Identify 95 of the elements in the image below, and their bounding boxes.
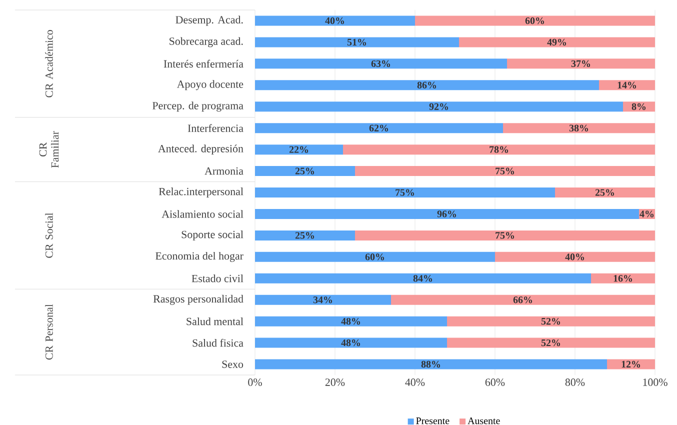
bar xyxy=(343,144,656,155)
data-label: 34% xyxy=(313,296,332,304)
x-tick-label: 40% xyxy=(405,378,425,386)
bar xyxy=(415,16,656,26)
data-label: 40% xyxy=(325,17,344,24)
x-tick-label: 100% xyxy=(643,378,668,386)
y-tick-label: Soporte social xyxy=(182,230,244,240)
legend-label: Presente xyxy=(416,418,450,424)
bar xyxy=(447,338,656,348)
y-tick-label: Sobrecarga acad. xyxy=(170,37,243,48)
bar xyxy=(459,37,656,48)
data-label: 40% xyxy=(565,254,584,260)
data-label: 78% xyxy=(490,146,508,153)
data-label: 88% xyxy=(421,360,440,368)
data-label: 38% xyxy=(569,124,588,132)
bar xyxy=(599,80,656,90)
y-tick-label: Interés enfermería xyxy=(164,60,244,68)
data-label: 48% xyxy=(341,339,360,346)
x-tick-label: 20% xyxy=(325,378,345,386)
bar xyxy=(355,230,656,240)
bar xyxy=(255,80,600,90)
bar xyxy=(591,273,656,284)
data-label: 16% xyxy=(614,275,632,282)
data-label: 25% xyxy=(295,168,314,174)
data-label: 12% xyxy=(622,360,640,368)
bar xyxy=(255,316,448,326)
y-tick-label: Interferencia xyxy=(188,124,244,132)
y-tick-label: Salud fisica xyxy=(192,338,244,347)
bar xyxy=(391,294,656,305)
y-tick-label: Anteced. depresión xyxy=(158,144,244,155)
bar xyxy=(255,252,496,262)
text: CR Académico xyxy=(45,30,53,98)
text: CR Personal xyxy=(45,304,53,360)
bar xyxy=(447,316,656,326)
bar xyxy=(255,208,640,219)
text: CR Social xyxy=(45,212,53,258)
data-label: 92% xyxy=(429,103,448,110)
data-label: 63% xyxy=(371,60,390,68)
data-label: 25% xyxy=(295,232,314,239)
y-tick-label: Economia del hogar xyxy=(156,252,244,262)
y-tick-label: Estado civil xyxy=(192,274,244,282)
y-tick-label: Armonia xyxy=(204,167,244,175)
data-label: 84% xyxy=(413,275,432,282)
bar xyxy=(607,359,656,370)
x-tick-label: 0% xyxy=(248,378,262,386)
data-label: 60% xyxy=(365,254,384,260)
data-label: 8% xyxy=(632,103,646,110)
bar xyxy=(255,58,508,69)
x-tick-label: 60% xyxy=(485,378,505,386)
bar xyxy=(255,16,416,26)
y-tick-label: Rasgos personalidad xyxy=(153,294,244,305)
y-tick-label: Sexo xyxy=(222,360,244,368)
bar xyxy=(255,123,504,134)
data-label: 66% xyxy=(513,296,532,304)
y-tick-label: Desemp. Acad. xyxy=(176,16,243,26)
data-label: 49% xyxy=(547,38,566,46)
y-tick-label: Salud mental xyxy=(186,317,244,326)
bar xyxy=(255,37,460,48)
x-tick-label: 80% xyxy=(565,378,585,386)
y-tick-label: Relac.interpersonal xyxy=(158,188,244,198)
data-label: 75% xyxy=(496,232,514,239)
data-label: 48% xyxy=(341,318,360,325)
bar xyxy=(555,188,656,198)
legend-label: Ausente xyxy=(468,418,500,424)
bar xyxy=(495,252,656,262)
y-tick-label: Apoyo docente xyxy=(176,80,244,90)
data-label: 37% xyxy=(571,60,590,68)
data-label: 60% xyxy=(525,17,544,24)
y-tick-label: Percep. de programa xyxy=(152,102,244,112)
data-label: 75% xyxy=(396,189,414,196)
data-label: 52% xyxy=(541,318,560,325)
data-label: 25% xyxy=(595,189,614,196)
bar xyxy=(507,58,656,69)
bar xyxy=(255,230,355,240)
bar xyxy=(255,273,592,284)
data-label: 86% xyxy=(417,82,436,89)
bar xyxy=(255,294,391,305)
bar xyxy=(255,359,608,370)
data-label: 14% xyxy=(618,82,636,89)
data-label: 62% xyxy=(369,124,388,132)
bar xyxy=(355,166,656,176)
data-label: 22% xyxy=(289,146,308,153)
bar xyxy=(255,144,343,155)
data-label: 4% xyxy=(640,210,654,218)
data-label: 96% xyxy=(437,210,456,218)
bar xyxy=(255,188,556,198)
bar xyxy=(255,166,355,176)
data-label: 75% xyxy=(496,168,514,174)
y-tick-label: Aislamiento social xyxy=(162,210,244,218)
data-label: 51% xyxy=(347,38,366,46)
data-label: 52% xyxy=(541,339,560,346)
bar xyxy=(255,338,448,348)
text: CR Familiar xyxy=(39,131,59,168)
bar xyxy=(255,102,624,112)
bar xyxy=(503,123,656,134)
